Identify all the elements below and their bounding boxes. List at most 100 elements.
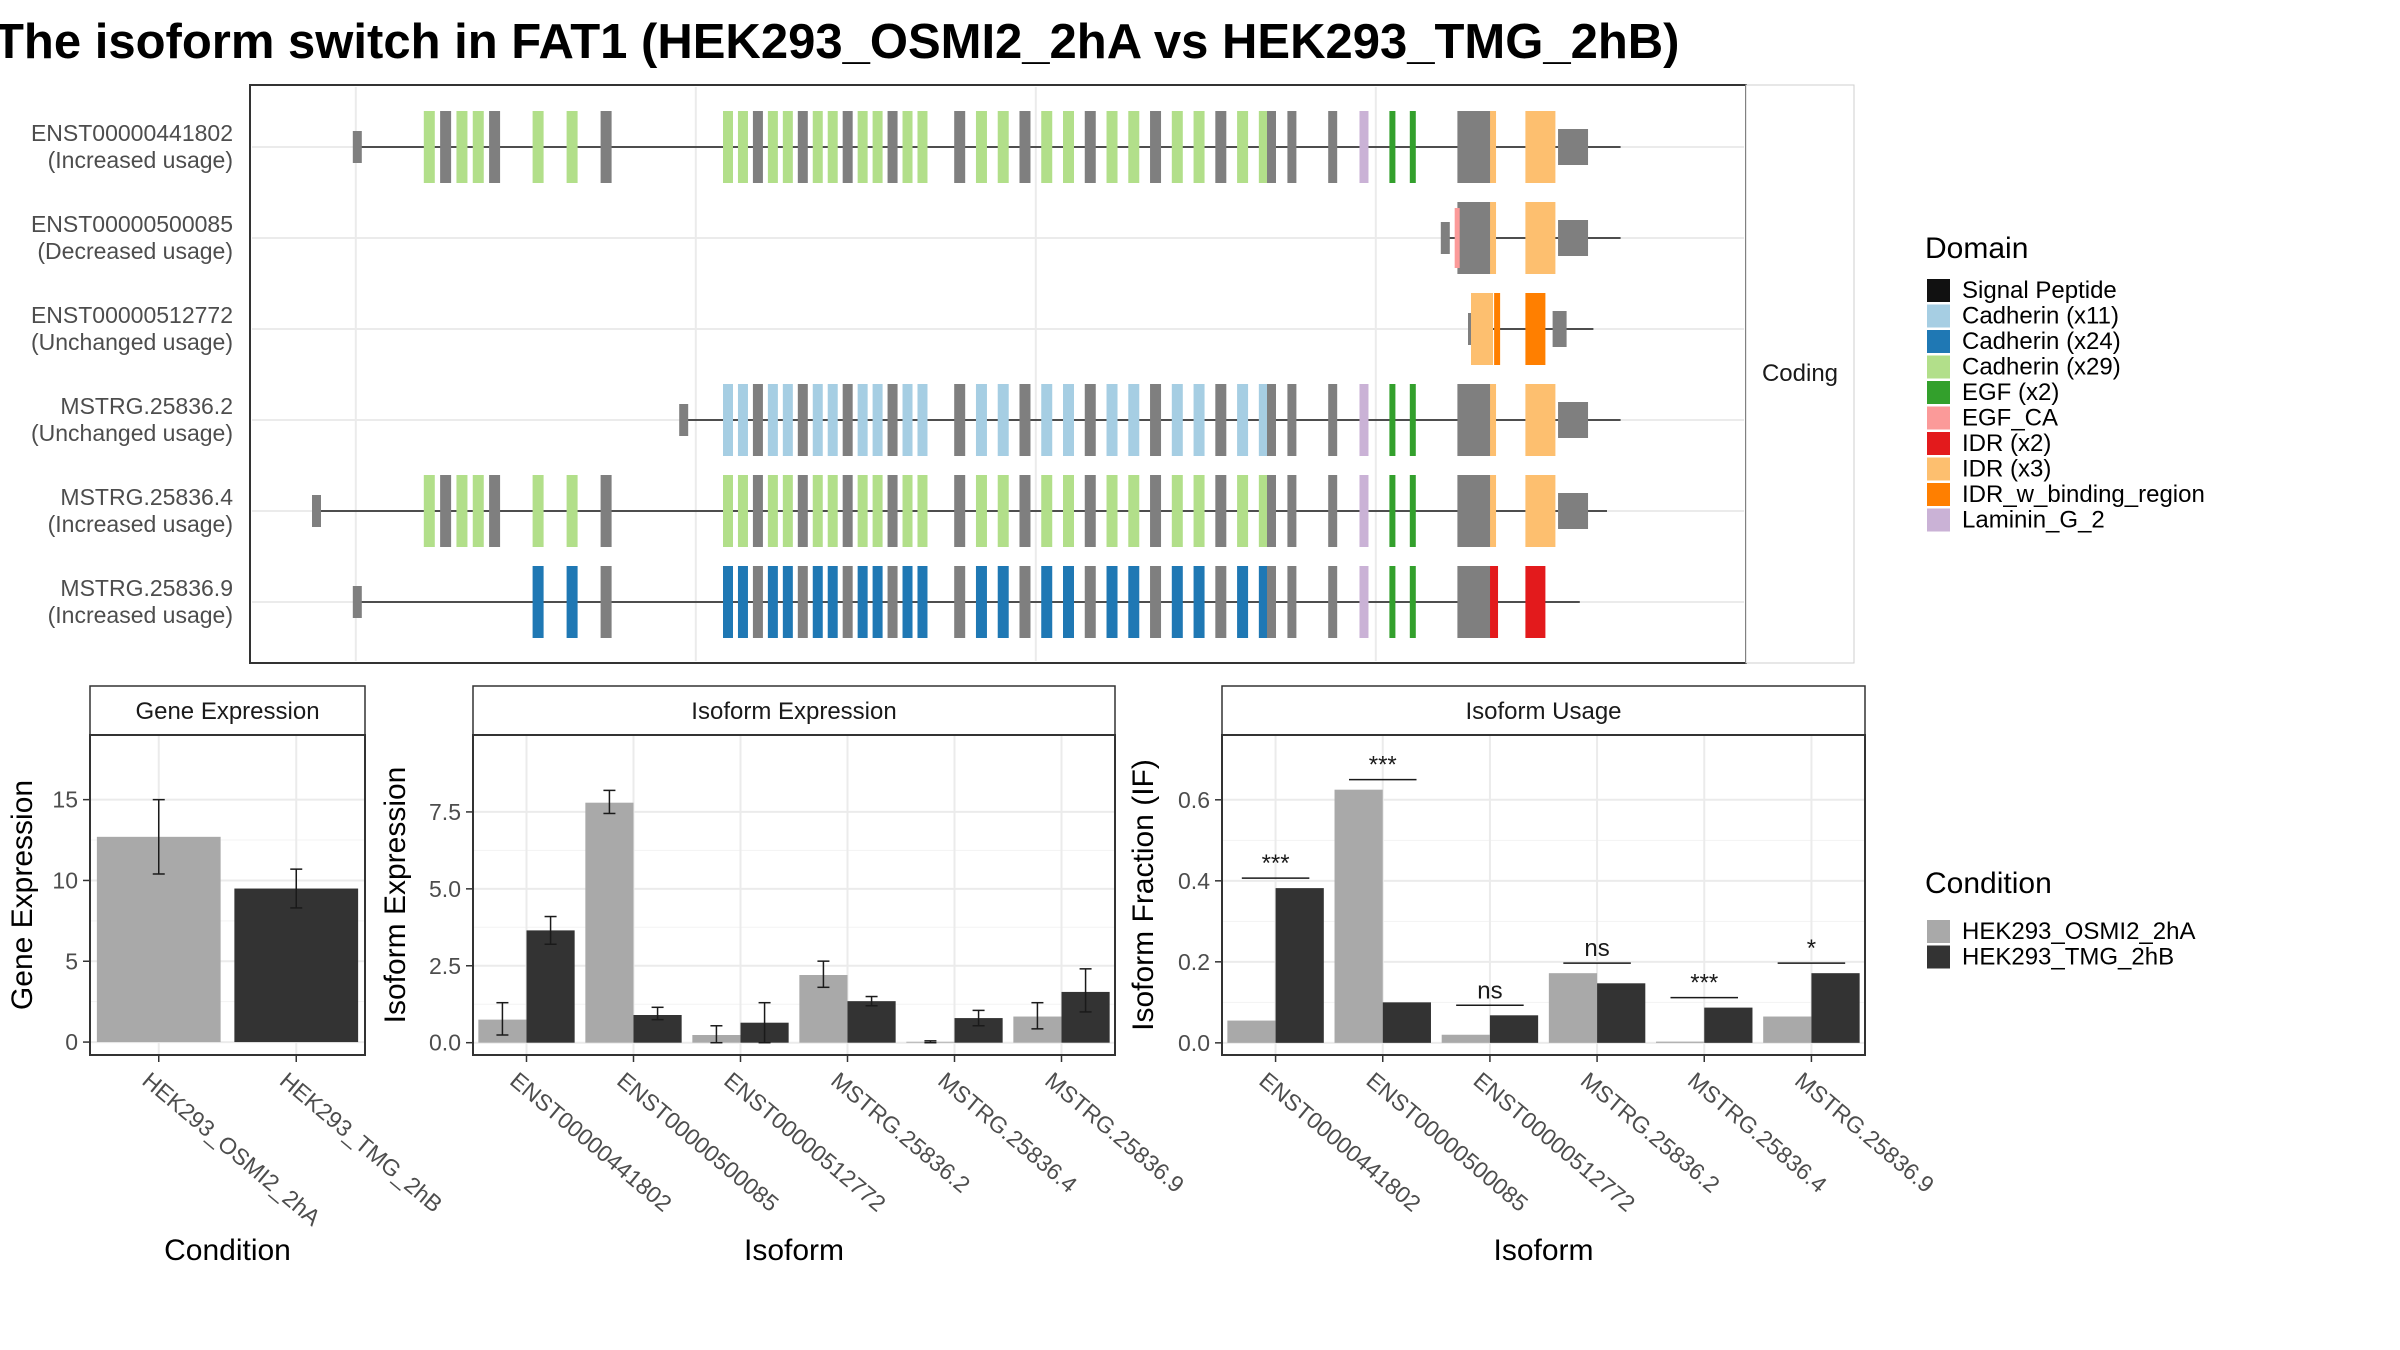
exon-box xyxy=(1215,566,1227,638)
transcript-id-label: MSTRG.25836.2 xyxy=(60,393,233,419)
y-tick-label: 5 xyxy=(65,948,78,974)
exon-box xyxy=(566,566,578,638)
exon-box xyxy=(1287,475,1297,547)
idr-domain-box xyxy=(1490,566,1499,638)
egf-domain-box xyxy=(1389,566,1396,638)
exon-box xyxy=(1150,566,1162,638)
exon-box xyxy=(1267,475,1276,547)
domain-legend-label: IDR (x3) xyxy=(1962,456,2051,483)
idr-domain-box xyxy=(1490,475,1497,547)
utr-box xyxy=(1440,222,1450,254)
exon-box xyxy=(752,384,763,456)
exon-box xyxy=(975,475,987,547)
exon-box xyxy=(782,566,793,638)
exon-box xyxy=(917,566,928,638)
exon-box xyxy=(1215,111,1227,183)
exon-box xyxy=(997,384,1009,456)
exon-box xyxy=(600,475,612,547)
exon-box xyxy=(827,566,838,638)
panel-border xyxy=(1221,734,1866,1056)
domain-legend-swatch xyxy=(1927,406,1950,430)
condition-legend-swatch xyxy=(1927,945,1950,969)
exon-box xyxy=(1019,384,1031,456)
exon-box xyxy=(1063,384,1074,456)
exon-box xyxy=(1150,111,1162,183)
domain-legend-swatch xyxy=(1927,330,1950,353)
domain-legend-label: Signal Peptide xyxy=(1962,277,2117,304)
exon-box xyxy=(975,111,987,183)
exon-box xyxy=(752,475,763,547)
utr-box xyxy=(312,495,321,527)
idr-binding-domain-box xyxy=(1525,293,1546,365)
domain-legend-swatch xyxy=(1927,483,1950,506)
transcript-status-label: (Increased usage) xyxy=(48,511,233,537)
exon-box xyxy=(1041,384,1053,456)
exon-box xyxy=(566,475,578,547)
exon-box xyxy=(1171,566,1183,638)
exon-box xyxy=(1193,384,1205,456)
exon-box xyxy=(997,111,1009,183)
bar xyxy=(1382,1002,1431,1043)
exon-box xyxy=(1171,475,1183,547)
figure-title: The isoform switch in FAT1 (HEK293_OSMI2… xyxy=(0,15,1680,69)
exon-box xyxy=(812,384,823,456)
bar xyxy=(585,802,634,1043)
domain-legend-title: Domain xyxy=(1925,232,2028,265)
exon-box xyxy=(1019,111,1031,183)
exon-box xyxy=(1287,384,1297,456)
exon-box xyxy=(1150,384,1162,456)
exon-box xyxy=(532,111,544,183)
exon-box xyxy=(917,384,928,456)
panel-strip xyxy=(1221,685,1866,736)
exon-box xyxy=(1106,566,1118,638)
exon-box xyxy=(1359,566,1369,638)
bar xyxy=(1704,1007,1753,1043)
exon-box xyxy=(1193,111,1205,183)
exon-box xyxy=(1063,566,1074,638)
exon-box xyxy=(1457,566,1492,638)
exon-box xyxy=(954,384,966,456)
idr-domain-box xyxy=(1471,293,1493,365)
bar xyxy=(234,888,359,1043)
condition-legend-swatch xyxy=(1927,920,1950,943)
exon-box xyxy=(723,384,733,456)
exon-box xyxy=(1019,475,1031,547)
transcript-id-label: MSTRG.25836.9 xyxy=(60,575,233,601)
exon-box xyxy=(812,566,823,638)
significance-label: *** xyxy=(1369,752,1397,779)
domain-legend-label: IDR_w_binding_region xyxy=(1962,481,2205,508)
exon-box xyxy=(997,566,1009,638)
exon-box xyxy=(1287,566,1297,638)
exon-box xyxy=(1171,384,1183,456)
exon-box xyxy=(872,111,883,183)
exon-box xyxy=(842,111,853,183)
domain-legend-label: EGF_CA xyxy=(1962,405,2058,432)
x-axis-title: Isoform xyxy=(744,1234,844,1267)
exon-box xyxy=(872,566,883,638)
condition-legend-title: Condition xyxy=(1925,867,2052,900)
y-tick-label: 10 xyxy=(52,867,78,893)
exon-box xyxy=(857,566,868,638)
exon-box xyxy=(1258,475,1270,547)
utr-box xyxy=(1552,311,1567,347)
exon-box xyxy=(752,111,763,183)
exon-box xyxy=(440,111,452,183)
exon-box xyxy=(902,475,913,547)
panel-border xyxy=(472,734,1116,1056)
x-axis-title: Condition xyxy=(164,1234,291,1267)
exon-box xyxy=(1193,475,1205,547)
exon-box xyxy=(532,566,544,638)
exon-box xyxy=(737,566,748,638)
exon-box xyxy=(1328,475,1338,547)
exon-box xyxy=(887,475,898,547)
utr-box xyxy=(1558,402,1589,438)
exon-box xyxy=(797,475,808,547)
coding-strip-label: Coding xyxy=(1762,360,1838,387)
exon-box xyxy=(1258,566,1270,638)
exon-box xyxy=(1215,384,1227,456)
exon-box xyxy=(887,111,898,183)
exon-box xyxy=(1084,475,1096,547)
utr-box xyxy=(1558,220,1589,256)
exon-box xyxy=(902,384,913,456)
